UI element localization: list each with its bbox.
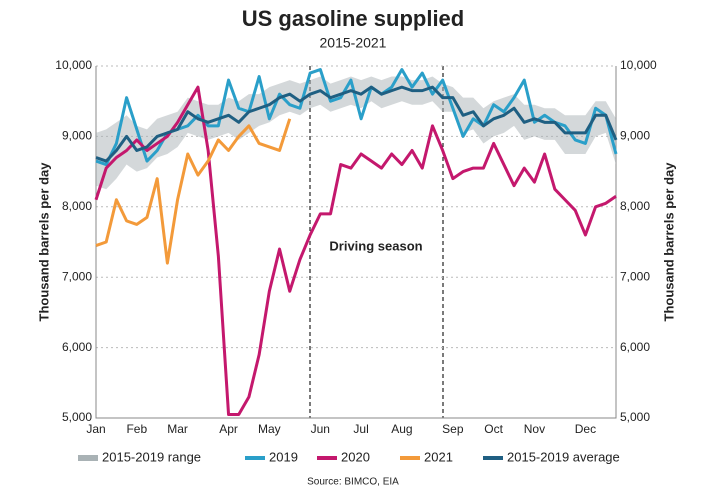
y2-tick-label: 6,000	[620, 340, 650, 354]
series-line	[95, 68, 618, 167]
y-tick-label: 9,000	[62, 129, 92, 143]
axis-frame	[95, 66, 617, 419]
series-line	[94, 85, 617, 416]
y2-tick-label: 8,000	[620, 199, 650, 213]
x-tick-label: May	[258, 422, 281, 436]
y-axis-label: Thousand barrels per day	[36, 162, 51, 322]
x-tick-label: Sep	[442, 422, 464, 436]
x-tick-label: Aug	[391, 422, 412, 436]
series-line	[95, 85, 618, 163]
x-tick-label: Apr	[219, 422, 238, 436]
legend-label: 2020	[341, 449, 370, 464]
x-tick-label: Jan	[86, 422, 105, 436]
x-tick-label: Nov	[524, 422, 545, 436]
x-tick-label: Oct	[484, 422, 503, 436]
range-area	[96, 76, 616, 190]
chart-title: US gasoline supplied	[242, 6, 464, 31]
annotation: Driving season	[329, 238, 422, 253]
x-tick-label: Dec	[575, 422, 596, 436]
x-tick-label: Jun	[311, 422, 330, 436]
y2-tick-label: 10,000	[620, 58, 657, 72]
y2-tick-label: 9,000	[620, 129, 650, 143]
legend-label: 2021	[424, 449, 453, 464]
y2-axis-label: Thousand barrels per day	[661, 162, 676, 322]
chart-subtitle: 2015-2021	[320, 35, 387, 51]
series-line	[95, 118, 292, 265]
legend-label: 2015-2019 range	[102, 449, 201, 464]
y2-tick-label: 5,000	[620, 410, 650, 424]
y2-tick-label: 7,000	[620, 269, 650, 283]
y-tick-label: 8,000	[62, 199, 92, 213]
source: Source: BIMCO, EIA	[307, 477, 399, 488]
legend-label: 2015-2019 average	[507, 449, 620, 464]
y-tick-label: 7,000	[62, 269, 92, 283]
x-tick-label: Feb	[126, 422, 147, 436]
y-tick-label: 6,000	[62, 340, 92, 354]
y-tick-label: 5,000	[62, 410, 92, 424]
legend-label: 2019	[269, 449, 298, 464]
x-tick-label: Jul	[353, 422, 368, 436]
x-tick-label: Mar	[167, 422, 188, 436]
y-tick-label: 10,000	[55, 58, 92, 72]
